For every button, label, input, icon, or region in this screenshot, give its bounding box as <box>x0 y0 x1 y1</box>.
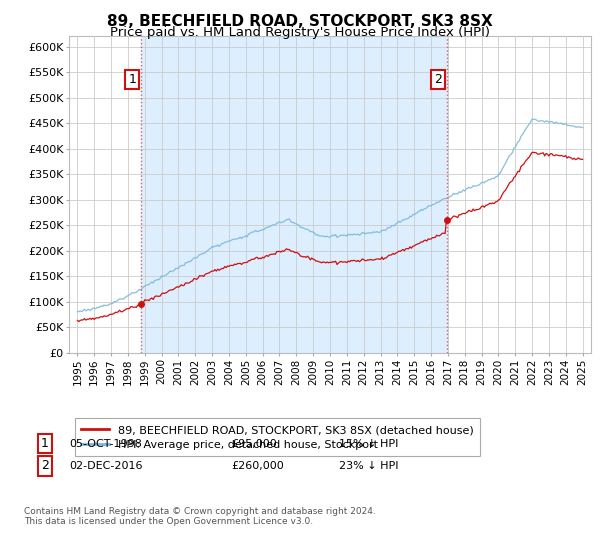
Text: 02-DEC-2016: 02-DEC-2016 <box>69 461 143 471</box>
Bar <box>140 36 446 353</box>
Text: Price paid vs. HM Land Registry's House Price Index (HPI): Price paid vs. HM Land Registry's House … <box>110 26 490 39</box>
Text: £260,000: £260,000 <box>231 461 284 471</box>
Text: 2: 2 <box>434 73 442 86</box>
Text: 89, BEECHFIELD ROAD, STOCKPORT, SK3 8SX: 89, BEECHFIELD ROAD, STOCKPORT, SK3 8SX <box>107 14 493 29</box>
Legend: 89, BEECHFIELD ROAD, STOCKPORT, SK3 8SX (detached house), HPI: Average price, de: 89, BEECHFIELD ROAD, STOCKPORT, SK3 8SX … <box>74 418 481 456</box>
Text: 1: 1 <box>128 73 136 86</box>
Text: 1: 1 <box>41 437 49 450</box>
Text: Contains HM Land Registry data © Crown copyright and database right 2024.
This d: Contains HM Land Registry data © Crown c… <box>24 507 376 526</box>
Text: 05-OCT-1998: 05-OCT-1998 <box>69 438 142 449</box>
Text: 2: 2 <box>41 459 49 473</box>
Text: £95,000: £95,000 <box>231 438 277 449</box>
Text: 15% ↓ HPI: 15% ↓ HPI <box>339 438 398 449</box>
Text: 23% ↓ HPI: 23% ↓ HPI <box>339 461 398 471</box>
